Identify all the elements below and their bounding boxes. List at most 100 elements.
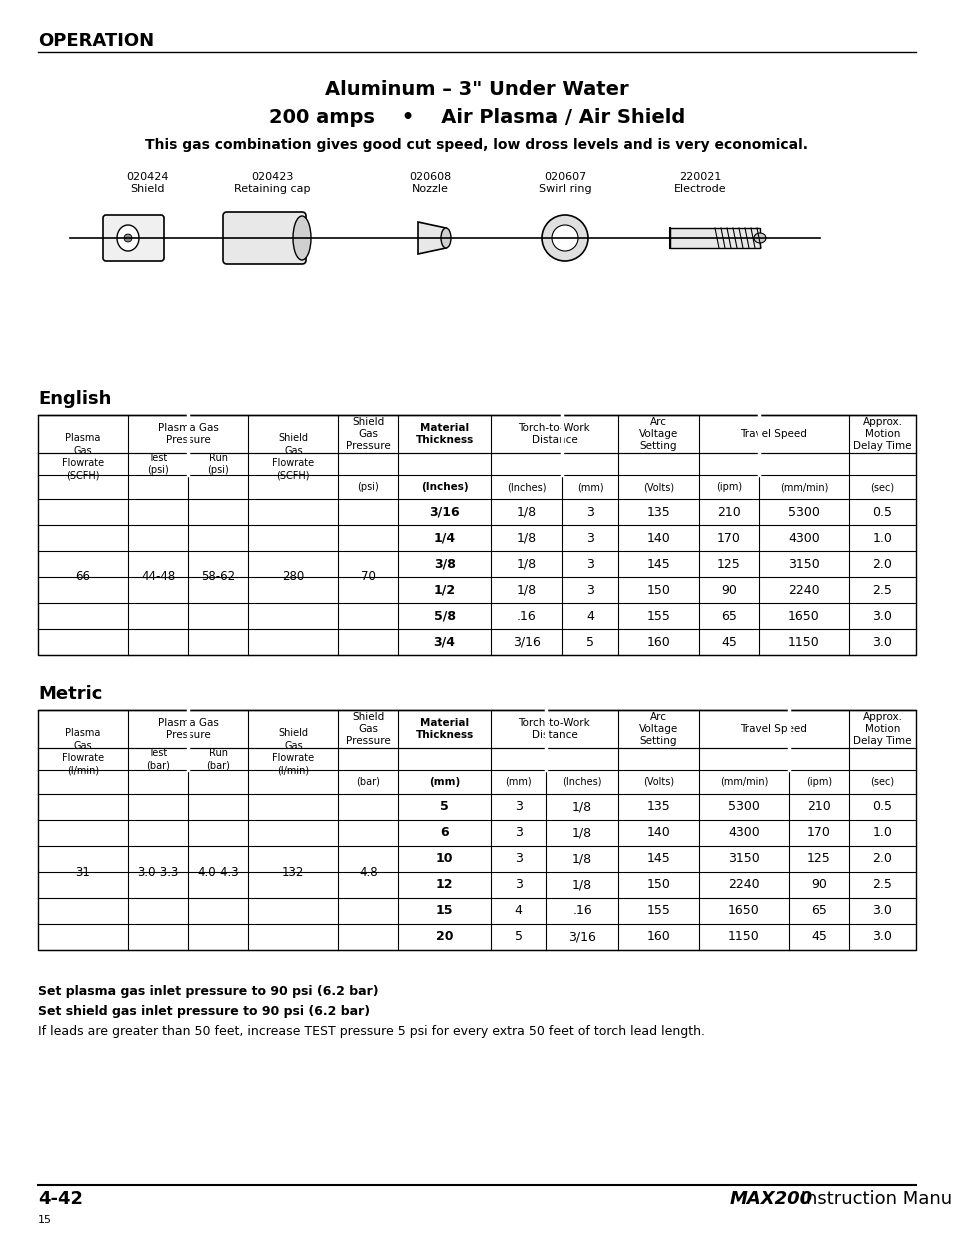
Text: Torch-to-Work
Distance: Torch-to-Work Distance (518, 718, 590, 740)
Text: 280: 280 (282, 571, 304, 583)
FancyBboxPatch shape (223, 212, 306, 264)
Text: (mm): (mm) (429, 777, 459, 787)
Text: 3: 3 (514, 852, 522, 866)
Text: 6: 6 (440, 826, 449, 840)
Text: 2.5: 2.5 (872, 583, 891, 597)
Text: 3: 3 (586, 505, 594, 519)
Text: 3/16: 3/16 (568, 930, 596, 944)
Text: Approx.
Motion
Delay Time: Approx. Motion Delay Time (852, 711, 911, 746)
Text: 020424: 020424 (127, 172, 169, 182)
Text: 1650: 1650 (727, 904, 759, 918)
Text: Run
(psi): Run (psi) (207, 453, 229, 475)
Text: 65: 65 (720, 610, 736, 622)
Text: 3: 3 (514, 826, 522, 840)
Text: 1650: 1650 (787, 610, 819, 622)
Text: This gas combination gives good cut speed, low dross levels and is very economic: This gas combination gives good cut spee… (146, 138, 807, 152)
Text: Plasma Gas
Pressure: Plasma Gas Pressure (157, 718, 218, 740)
Text: 1/2: 1/2 (433, 583, 456, 597)
Text: 220021: 220021 (679, 172, 720, 182)
Text: 5: 5 (514, 930, 522, 944)
Text: 45: 45 (720, 636, 736, 648)
Ellipse shape (293, 216, 311, 261)
Text: (bar): (bar) (356, 777, 380, 787)
Text: Travel Speed: Travel Speed (740, 429, 806, 438)
Ellipse shape (124, 233, 132, 242)
Text: 145: 145 (646, 852, 670, 866)
Text: 140: 140 (646, 531, 670, 545)
Text: 1/8: 1/8 (517, 557, 537, 571)
Text: Shield
Gas
Flowrate
(SCFH): Shield Gas Flowrate (SCFH) (272, 433, 314, 480)
Text: Retaining cap: Retaining cap (233, 184, 310, 194)
Text: Torch-to-Work
Distance: Torch-to-Work Distance (518, 422, 590, 445)
Text: OPERATION: OPERATION (38, 32, 154, 49)
Text: 90: 90 (810, 878, 826, 892)
Text: 20: 20 (436, 930, 453, 944)
Text: 58-62: 58-62 (201, 571, 235, 583)
Text: 2.0: 2.0 (872, 557, 891, 571)
Ellipse shape (552, 225, 578, 251)
Text: 145: 145 (646, 557, 670, 571)
Text: 3: 3 (514, 878, 522, 892)
Text: (Inches): (Inches) (506, 482, 546, 492)
Text: 3: 3 (586, 557, 594, 571)
Text: 160: 160 (646, 636, 670, 648)
Text: 10: 10 (436, 852, 453, 866)
Text: Arc
Voltage
Setting: Arc Voltage Setting (639, 711, 678, 746)
Text: Instruction Manual: Instruction Manual (794, 1191, 953, 1208)
Text: 3/16: 3/16 (512, 636, 540, 648)
Text: 4.0-4.3: 4.0-4.3 (197, 866, 239, 878)
Text: 2240: 2240 (787, 583, 819, 597)
Text: 90: 90 (720, 583, 736, 597)
Text: 170: 170 (716, 531, 740, 545)
Text: (Inches): (Inches) (420, 482, 468, 492)
Text: 3.0: 3.0 (872, 930, 891, 944)
Text: Metric: Metric (38, 685, 102, 703)
Text: Electrode: Electrode (673, 184, 725, 194)
Text: 150: 150 (646, 583, 670, 597)
Text: 5: 5 (440, 800, 449, 814)
Text: 3: 3 (514, 800, 522, 814)
Text: 1/8: 1/8 (572, 852, 592, 866)
Text: 1/8: 1/8 (572, 878, 592, 892)
Text: 3/4: 3/4 (434, 636, 456, 648)
Bar (38, 710, 915, 950)
Text: Travel Speed: Travel Speed (740, 724, 806, 734)
Text: 3/16: 3/16 (429, 505, 459, 519)
Text: 1/8: 1/8 (572, 800, 592, 814)
Text: Shield
Gas
Flowrate
(l/min): Shield Gas Flowrate (l/min) (272, 729, 314, 776)
Text: (ipm): (ipm) (715, 482, 741, 492)
Text: 5: 5 (585, 636, 594, 648)
Text: Swirl ring: Swirl ring (538, 184, 591, 194)
Text: 160: 160 (646, 930, 670, 944)
Text: 3: 3 (586, 583, 594, 597)
Text: 5/8: 5/8 (434, 610, 456, 622)
Text: 2.0: 2.0 (872, 852, 891, 866)
Text: 66: 66 (75, 571, 91, 583)
Text: 12: 12 (436, 878, 453, 892)
Text: Shield
Gas
Pressure: Shield Gas Pressure (346, 711, 391, 746)
Text: 4300: 4300 (787, 531, 819, 545)
Text: 150: 150 (646, 878, 670, 892)
Text: 15: 15 (38, 1215, 52, 1225)
Text: Nozzle: Nozzle (411, 184, 448, 194)
Text: Material
Thickness: Material Thickness (416, 718, 474, 740)
Text: (Volts): (Volts) (642, 482, 673, 492)
Text: Test
(bar): Test (bar) (146, 748, 170, 771)
Text: 1/8: 1/8 (572, 826, 592, 840)
Text: 1/4: 1/4 (433, 531, 456, 545)
Text: 3.0: 3.0 (872, 636, 891, 648)
Text: 4-42: 4-42 (38, 1191, 83, 1208)
Text: 2240: 2240 (727, 878, 759, 892)
Text: Shield: Shield (131, 184, 165, 194)
Text: 125: 125 (806, 852, 830, 866)
Polygon shape (417, 222, 446, 254)
Text: 135: 135 (646, 505, 670, 519)
Text: 140: 140 (646, 826, 670, 840)
Text: 5300: 5300 (727, 800, 759, 814)
Text: Plasma
Gas
Flowrate
(l/min): Plasma Gas Flowrate (l/min) (62, 729, 104, 776)
Text: Plasma
Gas
Flowrate
(SCFH): Plasma Gas Flowrate (SCFH) (62, 433, 104, 480)
Bar (38, 415, 915, 655)
Text: English: English (38, 390, 112, 408)
Text: 2.5: 2.5 (872, 878, 891, 892)
Text: 0.5: 0.5 (872, 505, 892, 519)
